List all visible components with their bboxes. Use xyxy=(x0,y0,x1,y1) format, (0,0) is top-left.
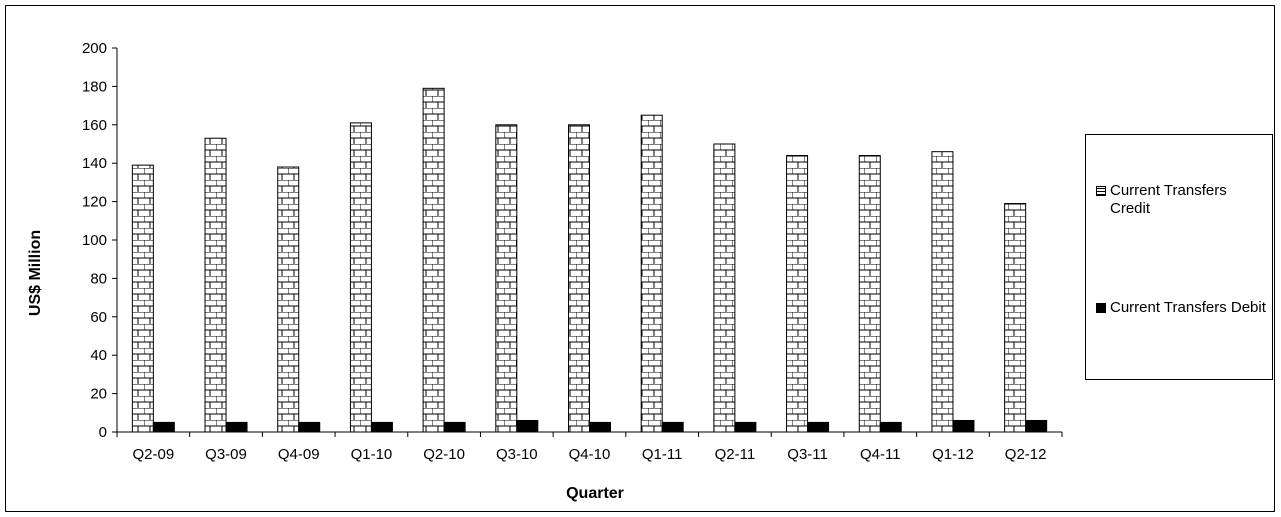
bar-credit xyxy=(858,155,881,433)
bar-credit xyxy=(786,155,809,433)
x-tick-label: Q2-12 xyxy=(1005,446,1047,463)
y-tick-label: 60 xyxy=(90,309,107,326)
x-tick-label: Q4-10 xyxy=(569,446,611,463)
bar-credit xyxy=(713,143,736,433)
bar-credit xyxy=(640,114,663,433)
x-tick-label: Q2-11 xyxy=(715,446,756,463)
legend-item-debit: Current Transfers Debit xyxy=(1096,299,1270,317)
x-tick-label: Q4-11 xyxy=(860,446,901,463)
y-tick-label: 0 xyxy=(99,424,107,441)
legend-label-credit: Current Transfers Credit xyxy=(1110,182,1227,217)
legend-swatch-credit xyxy=(1096,186,1106,196)
x-tick-label: Q1-10 xyxy=(351,446,393,463)
y-tick-label: 200 xyxy=(82,40,107,57)
x-tick-label: Q2-10 xyxy=(423,446,465,463)
legend: Current Transfers Credit Current Transfe… xyxy=(1085,134,1273,380)
bar-credit xyxy=(931,151,954,433)
y-tick-label: 80 xyxy=(90,270,107,287)
bar-debit xyxy=(1025,419,1048,433)
bar-credit xyxy=(568,124,590,433)
x-tick-label: Q3-10 xyxy=(496,446,538,463)
legend-swatch-debit xyxy=(1096,303,1106,313)
x-tick-label: Q1-12 xyxy=(932,446,974,463)
y-tick-label: 140 xyxy=(82,155,107,172)
x-tick-label: Q1-11 xyxy=(642,446,683,463)
bar-debit xyxy=(952,419,975,433)
bar-debit xyxy=(661,421,684,433)
bar-credit xyxy=(422,87,445,433)
y-tick-label: 40 xyxy=(90,347,107,364)
y-tick-label: 180 xyxy=(82,78,107,95)
x-tick-label: Q3-11 xyxy=(787,446,828,463)
bar-debit xyxy=(589,421,611,433)
y-axis-title: US$ Million xyxy=(27,230,44,316)
bar-debit xyxy=(879,421,902,433)
bar-debit xyxy=(298,421,321,433)
bar-credit xyxy=(204,137,227,433)
x-axis-title: Quarter xyxy=(566,485,624,502)
bar-credit xyxy=(349,122,372,433)
bar-debit xyxy=(370,421,393,433)
bar-debit xyxy=(443,421,466,433)
bar-debit xyxy=(807,421,830,433)
x-axis: Q2-09 Q3-09 Q4-09 Q1-10 Q2-10 Q3-10 Q4-10 Q1-11… xyxy=(116,431,1063,463)
bar-debit xyxy=(516,419,539,433)
x-tick-label: Q2-09 xyxy=(132,446,174,463)
x-tick-label: Q3-09 xyxy=(205,446,247,463)
bar-credit xyxy=(1004,203,1027,433)
bar-credit xyxy=(277,166,300,433)
bar-debit xyxy=(734,421,757,433)
bar-credit xyxy=(131,164,154,433)
y-tick-label: 100 xyxy=(82,232,107,249)
y-tick-label: 20 xyxy=(90,386,107,403)
bar-credit xyxy=(495,124,518,433)
y-tick-label: 160 xyxy=(82,117,107,134)
x-tick-label: Q4-09 xyxy=(278,446,320,463)
bars xyxy=(131,87,1048,433)
y-axis: 0 20 40 60 80 100 120 140 160 180 200 xyxy=(82,40,118,441)
bar-debit xyxy=(225,421,248,433)
bar-debit xyxy=(152,421,175,433)
legend-item-credit: Current Transfers Credit xyxy=(1096,182,1270,218)
legend-label-debit: Current Transfers Debit xyxy=(1110,299,1266,316)
y-tick-label: 120 xyxy=(82,194,107,211)
